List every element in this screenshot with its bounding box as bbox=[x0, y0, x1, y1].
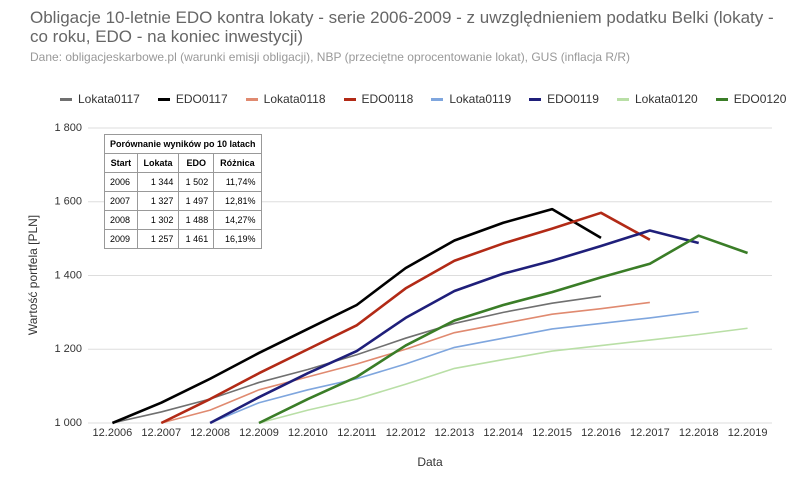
table-cell: 2007 bbox=[104, 191, 138, 211]
legend: Lokata0117 EDO0117 Lokata0118 EDO0118 Lokata… bbox=[60, 92, 786, 106]
legend-item: EDO0119 bbox=[529, 92, 599, 106]
x-tick-label: 12.2006 bbox=[93, 427, 133, 439]
y-tick-label: 1 400 bbox=[54, 269, 82, 281]
x-tick-label: 12.2013 bbox=[435, 427, 475, 439]
table-header: EDO bbox=[178, 153, 215, 173]
chart-title: Obligacje 10-letnie EDO kontra lokaty - … bbox=[30, 8, 774, 46]
legend-swatch bbox=[343, 97, 356, 101]
legend-swatch bbox=[245, 97, 258, 101]
legend-item: Lokata0120 bbox=[616, 92, 698, 106]
legend-label: EDO0119 bbox=[547, 92, 599, 106]
table-cell: 1 344 bbox=[136, 172, 180, 192]
table-cell: 12,81% bbox=[213, 191, 262, 211]
table-cell: 2006 bbox=[104, 172, 138, 192]
x-tick-label: 12.2007 bbox=[141, 427, 181, 439]
legend-item: EDO0118 bbox=[343, 92, 414, 106]
legend-item: EDO0117 bbox=[157, 92, 228, 106]
series-line bbox=[258, 327, 748, 424]
y-tick-label: 1 800 bbox=[54, 122, 82, 134]
series-line bbox=[112, 295, 602, 424]
table-header: Start bbox=[104, 153, 138, 173]
table-cell: 11,74% bbox=[213, 172, 262, 192]
table-row: 2007 1 327 1 497 12,81% bbox=[104, 191, 262, 211]
x-tick-label: 12.2014 bbox=[483, 427, 523, 439]
series-line bbox=[160, 211, 651, 425]
x-tick-label: 12.2011 bbox=[337, 427, 376, 439]
legend-item: EDO0120 bbox=[715, 92, 787, 106]
table-cell: 16,19% bbox=[213, 229, 262, 249]
y-tick-label: 1 600 bbox=[54, 196, 82, 208]
table-cell: 14,27% bbox=[213, 210, 262, 230]
x-tick-label: 12.2012 bbox=[386, 427, 426, 439]
table-cell: 1 497 bbox=[178, 191, 215, 211]
legend-label: Lokata0119 bbox=[449, 92, 512, 106]
x-tick-label: 12.2009 bbox=[239, 427, 279, 439]
legend-label: Lokata0118 bbox=[263, 92, 326, 106]
table-cell: 1 327 bbox=[136, 191, 180, 211]
legend-item: Lokata0118 bbox=[245, 92, 326, 106]
table-title-row: Porównanie wyników po 10 latach bbox=[104, 134, 262, 154]
x-tick-label: 12.2017 bbox=[630, 427, 670, 439]
legend-swatch bbox=[60, 97, 72, 101]
table-cell: 2008 bbox=[104, 210, 138, 230]
x-axis-label: Data bbox=[417, 455, 443, 469]
x-tick-label: 12.2008 bbox=[190, 427, 230, 439]
table-cell: 1 488 bbox=[178, 210, 215, 230]
legend-swatch bbox=[529, 97, 542, 101]
table-title: Porównanie wyników po 10 latach bbox=[104, 134, 262, 154]
y-tick-label: 1 000 bbox=[54, 417, 82, 429]
legend-label: Lokata0117 bbox=[78, 92, 140, 106]
legend-swatch bbox=[616, 97, 629, 101]
series-line bbox=[209, 310, 699, 424]
x-tick-label: 12.2019 bbox=[728, 427, 768, 439]
legend-item: Lokata0117 bbox=[60, 92, 140, 106]
legend-label: EDO0118 bbox=[361, 92, 414, 106]
table-header: Lokata bbox=[136, 153, 180, 173]
legend-label: EDO0117 bbox=[175, 92, 228, 106]
series-line bbox=[258, 234, 749, 425]
legend-swatch bbox=[431, 97, 444, 101]
legend-swatch bbox=[157, 97, 170, 101]
x-tick-label: 12.2016 bbox=[581, 427, 621, 439]
legend-label: Lokata0120 bbox=[634, 92, 698, 106]
series-line bbox=[111, 207, 602, 425]
table-header-row: Start Lokata EDO Różnica bbox=[104, 153, 262, 173]
x-tick-label: 12.2015 bbox=[532, 427, 572, 439]
table-row: 2006 1 344 1 502 11,74% bbox=[104, 172, 262, 192]
x-tick-label: 12.2010 bbox=[288, 427, 328, 439]
table-header: Różnica bbox=[213, 153, 262, 173]
table-cell: 1 302 bbox=[136, 210, 180, 230]
x-tick-label: 12.2018 bbox=[679, 427, 719, 439]
series-line bbox=[209, 229, 700, 425]
chart-subtitle: Dane: obligacjeskarbowe.pl (warunki emis… bbox=[30, 50, 631, 64]
table-cell: 1 502 bbox=[178, 172, 215, 192]
table-cell: 1 257 bbox=[136, 229, 180, 249]
y-axis-label: Wartość portfela [PLN] bbox=[26, 215, 40, 335]
table-row: 2008 1 302 1 488 14,27% bbox=[104, 210, 262, 230]
legend-swatch bbox=[715, 97, 728, 101]
table-row: 2009 1 257 1 461 16,19% bbox=[104, 229, 262, 249]
summary-table: Porównanie wyników po 10 latach Start Loka… bbox=[104, 134, 262, 249]
legend-item: Lokata0119 bbox=[431, 92, 511, 106]
table-cell: 2009 bbox=[104, 229, 138, 249]
legend-label: EDO0120 bbox=[733, 92, 787, 106]
series-line bbox=[161, 301, 650, 424]
y-tick-label: 1 200 bbox=[54, 343, 82, 355]
table-cell: 1 461 bbox=[178, 229, 215, 249]
